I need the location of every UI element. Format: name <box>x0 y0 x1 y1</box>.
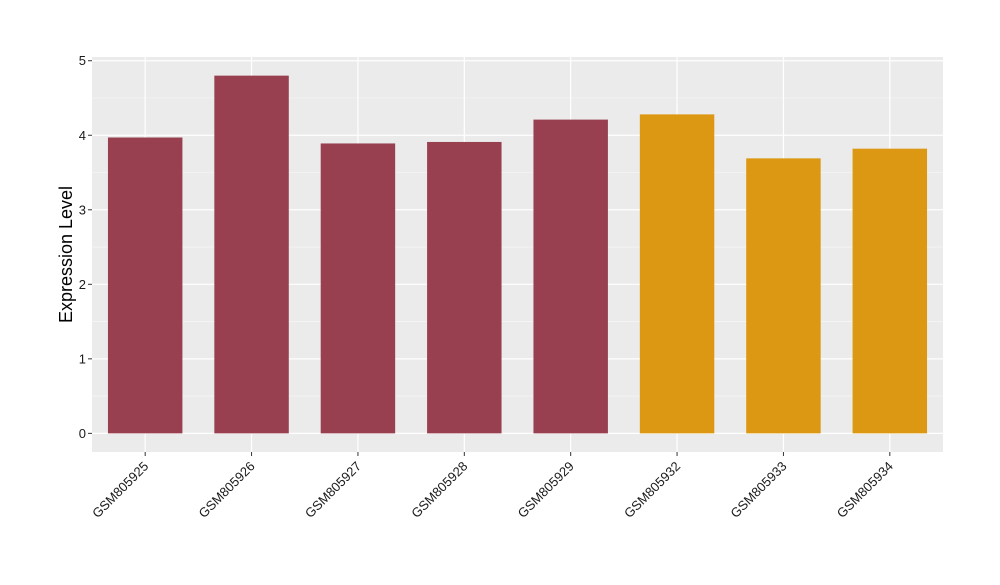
y-tick-label: 2 <box>79 277 86 292</box>
bar-gsm805933 <box>746 158 821 434</box>
bar-gsm805928 <box>427 141 502 434</box>
x-tick-label: GSM805929 <box>515 459 577 521</box>
y-axis-title: Expression Level <box>56 186 76 323</box>
bar-gsm805934 <box>852 148 928 434</box>
x-tick-label: GSM805926 <box>195 459 257 521</box>
y-tick-label: 4 <box>79 128 86 143</box>
x-tick-label: GSM805933 <box>727 459 789 521</box>
bar-gsm805925 <box>107 137 183 434</box>
x-tick-label: GSM805928 <box>408 459 470 521</box>
y-tick-label: 5 <box>79 53 86 68</box>
bar-gsm805932 <box>639 114 715 434</box>
y-tick-label: 3 <box>79 202 86 217</box>
bar-gsm805926 <box>214 75 289 434</box>
x-tick-label: GSM805925 <box>89 459 151 521</box>
bar-gsm805929 <box>533 119 608 434</box>
x-tick-label: GSM805934 <box>834 459 896 521</box>
bar-gsm805927 <box>320 143 396 434</box>
x-tick-label: GSM805932 <box>621 459 683 521</box>
bars-group <box>107 75 928 434</box>
y-tick-label: 0 <box>79 426 86 441</box>
y-tick-label: 1 <box>79 351 86 366</box>
y-axis-ticks: 0 1 2 3 4 5 <box>79 53 92 441</box>
x-axis-ticks: GSM805925 GSM805926 GSM805927 GSM805928 GSM8… <box>89 452 896 521</box>
x-tick-label: GSM805927 <box>302 459 364 521</box>
